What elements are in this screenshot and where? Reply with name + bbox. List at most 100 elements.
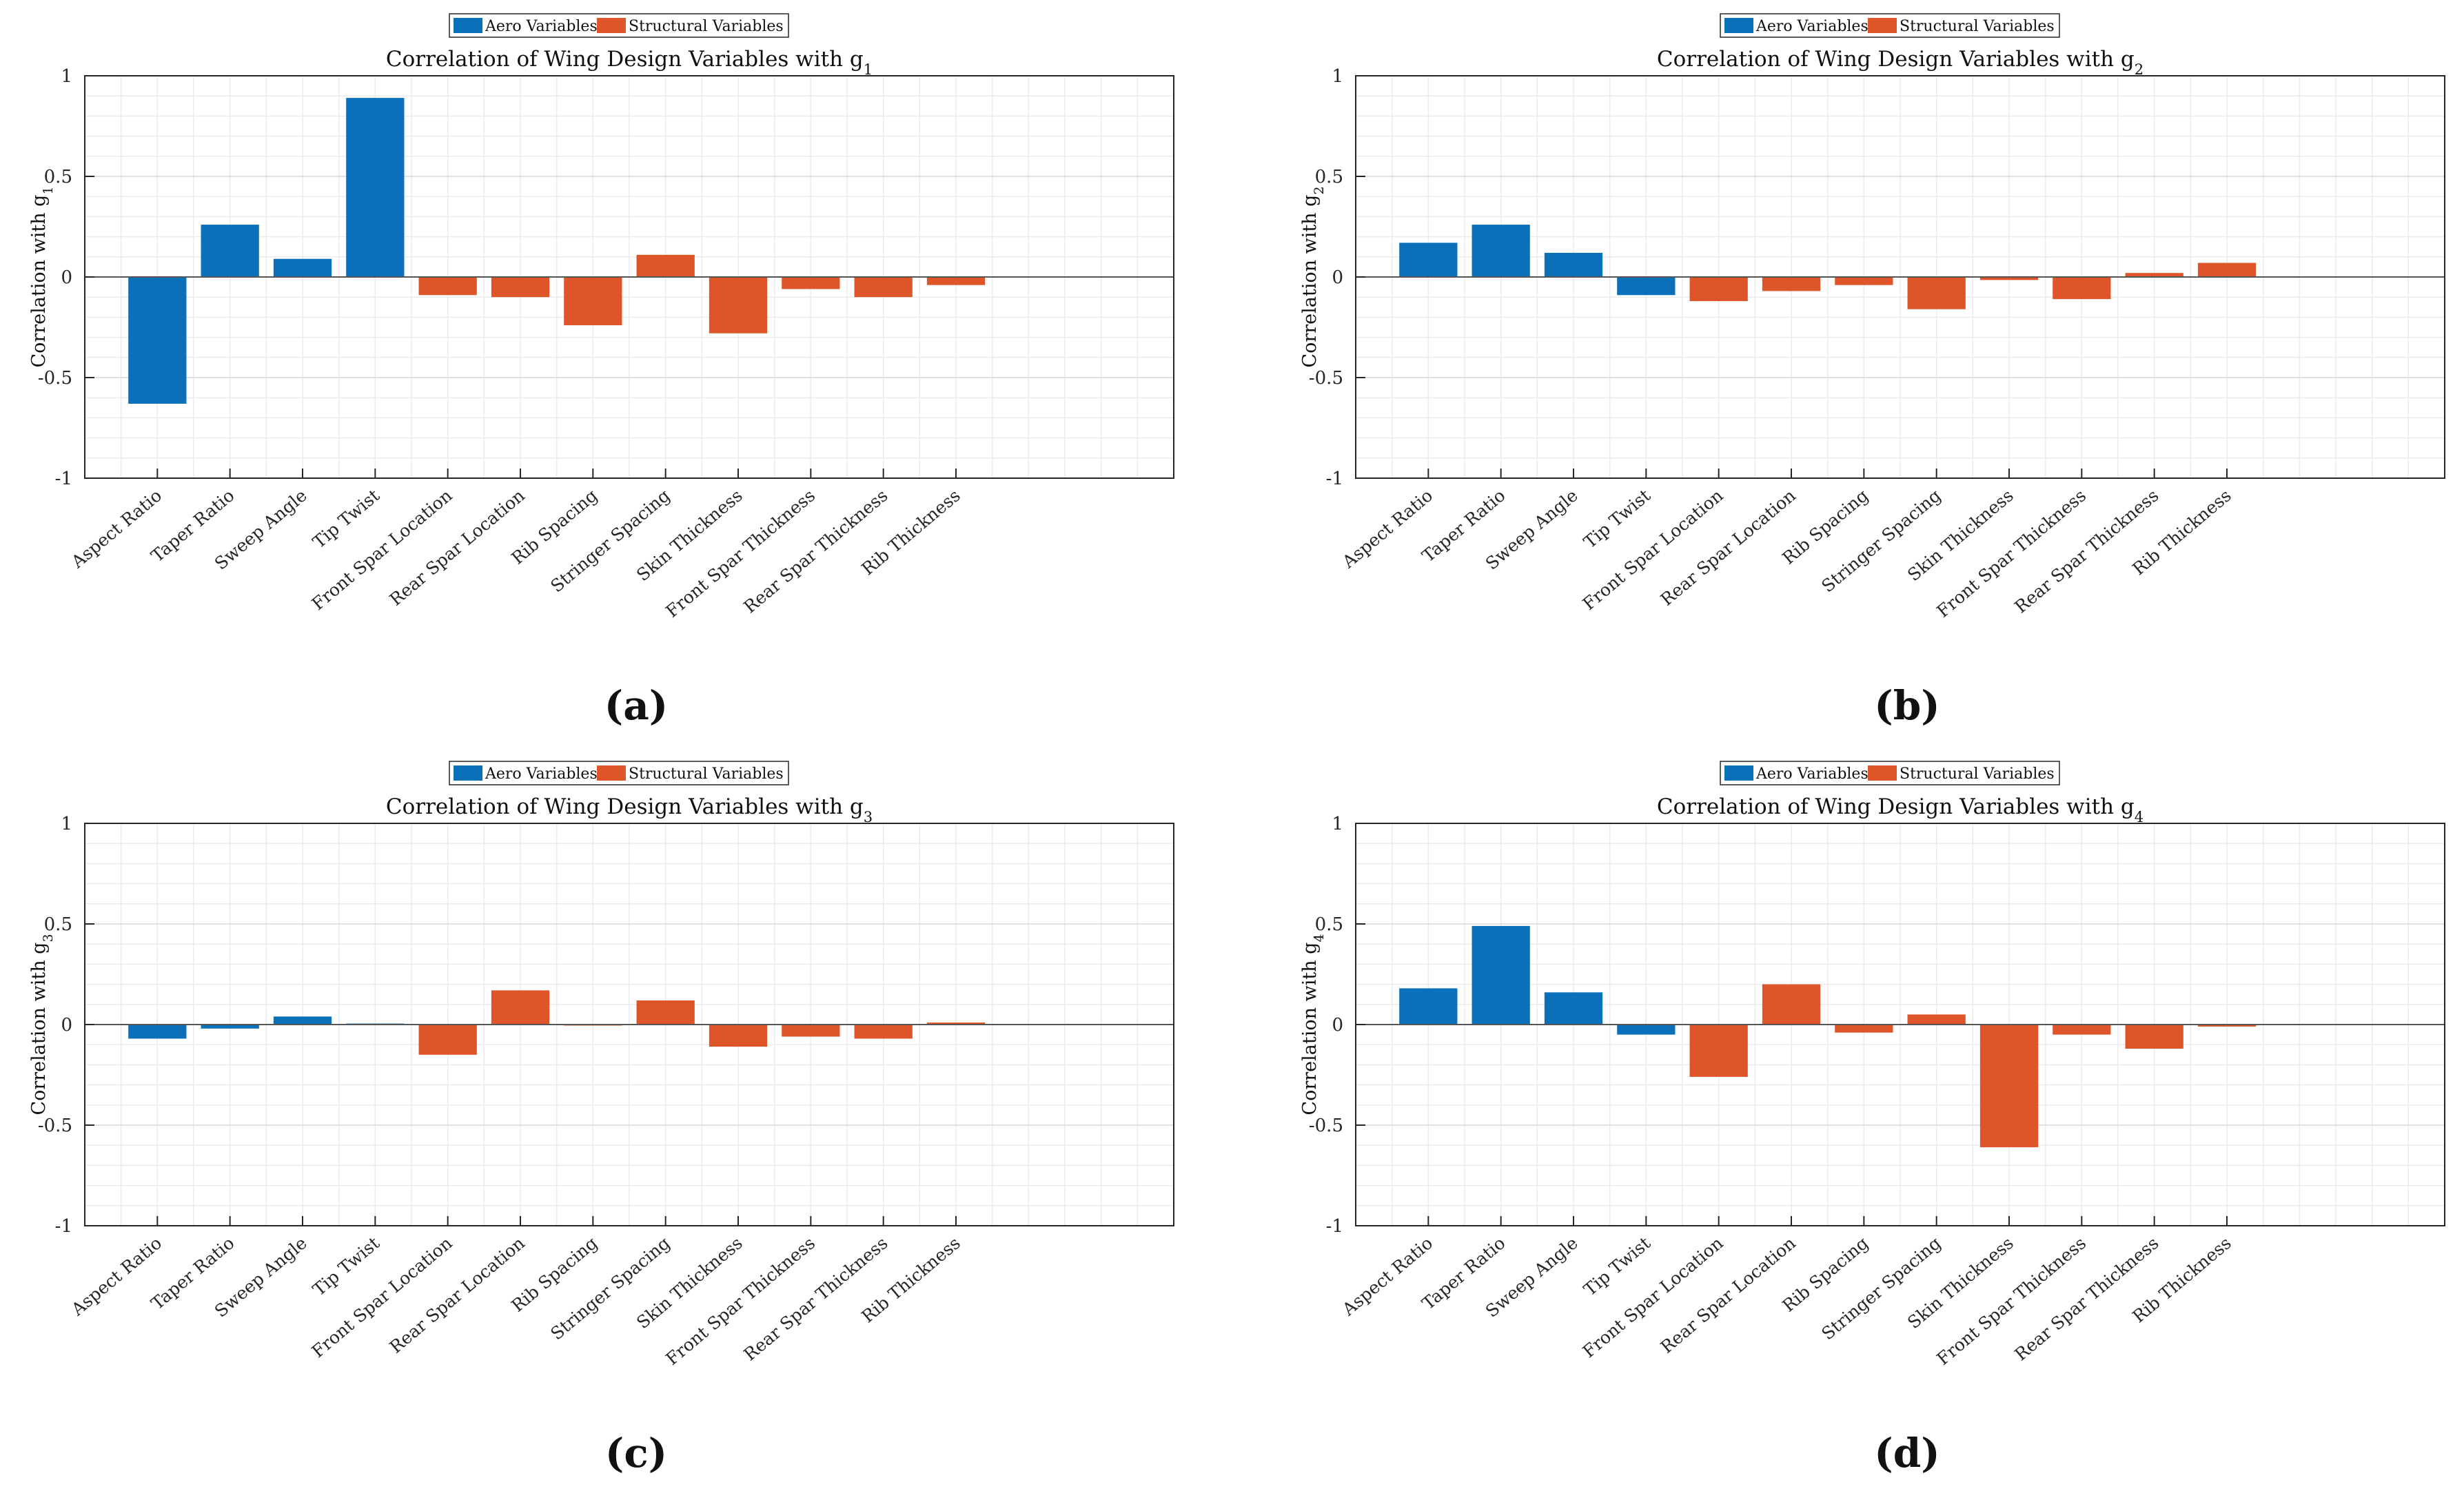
x-tick-label: Front Spar Location: [308, 1233, 456, 1361]
y-axis-label: Correlation with g2: [1299, 186, 1327, 367]
x-tick-label: Stringer Spacing: [1818, 1233, 1944, 1344]
y-tick-label: 1: [61, 66, 72, 87]
y-axis-label: Correlation with g3: [28, 934, 56, 1115]
x-tick-label: Stringer Spacing: [547, 485, 673, 596]
panel-caption: (a): [604, 682, 668, 729]
x-tick-label: Tip Twist: [1580, 485, 1654, 552]
bar-structural-8: [636, 254, 695, 277]
panel-caption: (c): [605, 1430, 667, 1477]
x-tick-label: Rear Spar Location: [1657, 485, 1800, 609]
bar-aero-3: [1544, 252, 1603, 277]
bar-structural-6: [1762, 277, 1821, 291]
bar-structural-8: [1907, 277, 1966, 309]
bar-structural-5: [1689, 277, 1748, 302]
y-tick-label: 0.5: [1315, 167, 1343, 187]
bar-structural-5: [418, 1025, 477, 1055]
bar-structural-12: [926, 277, 986, 285]
x-tick-label: Stringer Spacing: [547, 1233, 673, 1344]
x-tick-label: Rear Spar Location: [386, 485, 529, 609]
y-tick-label: 1: [61, 814, 72, 834]
x-tick-label: Aspect Ratio: [67, 485, 165, 572]
panel-caption: (b): [1874, 682, 1939, 729]
bar-aero-3: [273, 1016, 332, 1025]
bar-structural-9: [709, 1025, 768, 1047]
bar-aero-3: [273, 258, 332, 277]
chart-title: Correlation of Wing Design Variables wit…: [386, 794, 873, 825]
legend-label-structural: Structural Variables: [1900, 765, 2055, 783]
legend-swatch-aero: [454, 18, 482, 33]
legend-label-aero: Aero Variables: [1755, 765, 1869, 783]
y-tick-label: -1: [1326, 1216, 1343, 1237]
chart-title: Correlation of Wing Design Variables wit…: [386, 47, 873, 78]
bar-structural-8: [1907, 1014, 1966, 1025]
bar-structural-8: [636, 1000, 695, 1025]
legend: Aero Variables Structural Variables: [449, 13, 789, 38]
y-tick-label: -1: [1326, 469, 1343, 489]
y-tick-label: 0.5: [44, 914, 72, 935]
legend: Aero Variables Structural Variables: [1720, 761, 2060, 785]
y-tick-label: 0: [1332, 1015, 1343, 1036]
grid-lines: [84, 823, 1174, 1226]
x-tick-label: Rear Spar Thickness: [2011, 1233, 2163, 1364]
y-tick-label: -0.5: [1309, 368, 1343, 389]
y-tick-label: 1: [1332, 66, 1343, 87]
bar-structural-6: [1762, 984, 1821, 1025]
bar-structural-6: [491, 277, 550, 298]
chart-title: Correlation of Wing Design Variables wit…: [1657, 47, 2144, 78]
bar-structural-11: [854, 277, 913, 298]
bar-structural-9: [1979, 277, 2039, 280]
x-tick-label: Aspect Ratio: [1338, 1233, 1436, 1319]
y-tick-label: -0.5: [1309, 1115, 1343, 1136]
bar-structural-10: [782, 277, 840, 289]
x-tick-label: Front Spar Location: [1579, 1233, 1727, 1361]
bar-structural-9: [1979, 1025, 2039, 1148]
legend-label-aero: Aero Variables: [1755, 18, 1869, 35]
bar-structural-7: [1835, 1025, 1893, 1033]
y-tick-label: 1: [1332, 814, 1343, 834]
x-tick-label: Rear Spar Thickness: [740, 1233, 892, 1364]
bar-structural-10: [782, 1025, 840, 1037]
bar-structural-11: [2125, 1025, 2183, 1049]
legend-swatch-aero: [1724, 765, 1753, 781]
bar-structural-7: [1835, 277, 1893, 285]
x-tick-label: Aspect Ratio: [67, 1233, 165, 1319]
bar-aero-4: [1617, 277, 1676, 296]
bar-aero-1: [128, 277, 187, 404]
legend-swatch-aero: [1724, 18, 1753, 33]
x-tick-label: Rear Spar Location: [386, 1233, 529, 1357]
bar-structural-12: [2197, 1025, 2257, 1027]
x-tick-label: Stringer Spacing: [1818, 485, 1944, 596]
legend: Aero Variables Structural Variables: [1720, 13, 2060, 38]
bar-aero-2: [1472, 225, 1530, 277]
legend-label-aero: Aero Variables: [485, 765, 598, 783]
bar-aero-2: [201, 1025, 259, 1029]
bar-structural-10: [2053, 277, 2111, 300]
y-axis-label: Correlation with g4: [1299, 934, 1327, 1115]
bar-structural-6: [491, 990, 550, 1025]
legend-swatch-structural: [597, 18, 626, 33]
bar-structural-11: [2125, 273, 2183, 277]
x-tick-label: Rear Spar Location: [1657, 1233, 1800, 1357]
y-tick-label: -0.5: [38, 368, 72, 389]
panel-caption: (d): [1874, 1430, 1939, 1477]
bar-structural-11: [854, 1025, 913, 1039]
legend-swatch-structural: [1868, 18, 1897, 33]
bar-aero-3: [1544, 992, 1603, 1025]
bar-aero-4: [346, 98, 405, 277]
bar-structural-7: [564, 277, 622, 326]
x-tick-label: Rear Spar Thickness: [740, 485, 892, 617]
bar-aero-1: [1399, 243, 1458, 277]
bar-structural-9: [709, 277, 768, 333]
legend-swatch-structural: [1868, 765, 1897, 781]
x-tick-label: Aspect Ratio: [1338, 485, 1436, 572]
y-tick-label: 0: [61, 267, 72, 288]
legend-swatch-aero: [454, 765, 482, 781]
bar-aero-4: [1617, 1025, 1676, 1035]
bar-aero-1: [128, 1025, 187, 1039]
legend-swatch-structural: [597, 765, 626, 781]
x-tick-label: Tip Twist: [309, 485, 383, 552]
